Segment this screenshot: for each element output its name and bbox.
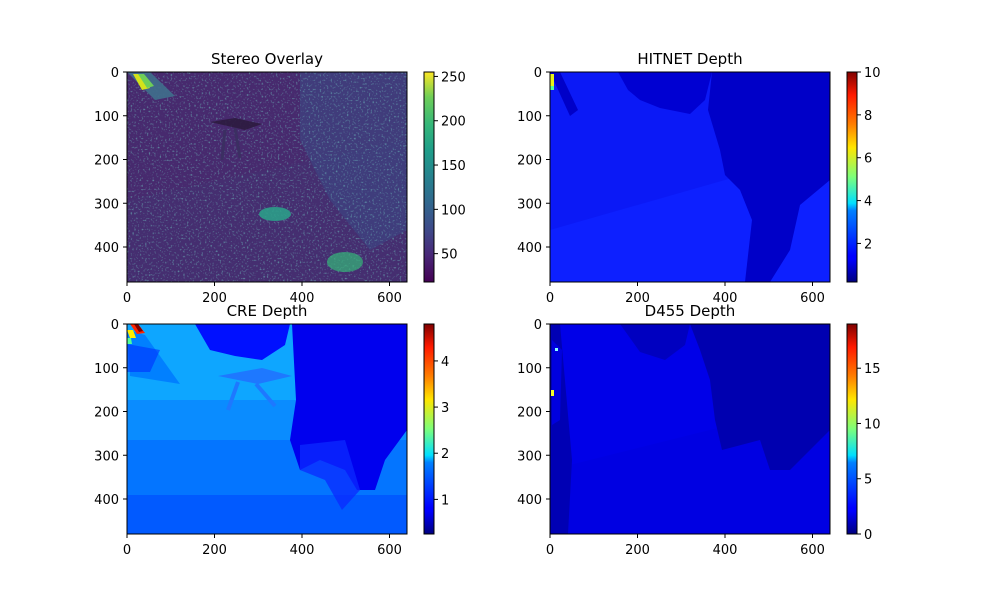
colorbar-gradient [423,323,435,535]
colorbar-tick-label: 2 [441,447,449,462]
y-tick-label: 400 [94,493,119,508]
x-tick-label: 600 [377,543,402,558]
y-tick-label: 200 [517,154,542,169]
colorbar-gradient [423,71,435,283]
y-tick-label: 200 [94,154,119,169]
x-tick-label: 0 [546,543,554,558]
y-axis: 0 100 200 300 400 [517,66,550,256]
y-axis: 0 100 200 300 400 [94,66,127,256]
y-tick-label: 0 [534,318,542,333]
colorbar-gradient [846,323,858,535]
colorbar: 0 5 10 15 [846,323,881,543]
colorbar-tick-label: 100 [441,203,466,218]
x-tick-label: 600 [800,543,825,558]
y-tick-label: 200 [517,406,542,421]
y-tick-label: 100 [517,110,542,125]
panel-stereo-overlay: Stereo Overlay 0 200 400 600 [94,50,466,306]
x-tick-label: 400 [713,291,738,306]
axes-frame [549,323,831,535]
y-tick-label: 0 [534,66,542,81]
colorbar-tick-label: 2 [864,237,872,252]
heatmap-image [127,72,407,282]
x-axis: 0 200 400 600 [123,282,402,306]
y-tick-label: 300 [94,449,119,464]
x-tick-label: 0 [546,291,554,306]
x-tick-label: 200 [625,291,650,306]
colorbar: 1 2 3 4 [423,323,449,535]
x-tick-label: 0 [123,543,131,558]
y-tick-label: 200 [94,406,119,421]
colorbar: 50 100 150 200 250 [423,70,466,283]
x-axis: 0 200 400 600 [546,534,825,558]
panel-d455-depth: D455 Depth 0 200 400 600 [517,302,880,558]
colorbar: 2 4 6 8 10 [846,66,881,283]
panel-title: HITNET Depth [637,50,742,68]
colorbar-tick-label: 50 [441,248,458,263]
colorbar-tick-label: 8 [864,109,872,124]
colorbar-tick-label: 4 [864,195,872,210]
colorbar-tick-label: 4 [441,355,449,370]
x-tick-label: 600 [377,291,402,306]
colorbar-tick-label: 10 [864,66,881,81]
x-tick-label: 400 [713,543,738,558]
x-axis: 0 200 400 600 [123,534,402,558]
y-tick-label: 300 [94,197,119,212]
heatmap-image [127,324,407,534]
y-tick-label: 0 [111,318,119,333]
y-tick-label: 100 [94,362,119,377]
colorbar-tick-label: 1 [441,493,449,508]
y-tick-label: 0 [111,66,119,81]
colorbar-tick-label: 10 [864,417,881,432]
panel-cre-depth: CRE Depth 0 200 400 600 [94,302,449,558]
colorbar-tick-label: 15 [864,362,881,377]
heatmap-image [550,324,830,534]
colorbar-tick-label: 5 [864,473,872,488]
colorbar-tick-label: 6 [864,152,872,167]
colorbar-tick-label: 0 [864,528,872,543]
x-tick-label: 600 [800,291,825,306]
colorbar-tick-label: 200 [441,115,466,130]
panel-title: CRE Depth [227,302,308,320]
heatmap-image [550,72,830,282]
x-tick-label: 200 [202,543,227,558]
y-tick-label: 100 [517,362,542,377]
y-axis: 0 100 200 300 400 [517,318,550,508]
x-tick-label: 200 [202,291,227,306]
y-tick-label: 400 [517,241,542,256]
x-tick-label: 0 [123,291,131,306]
axes-frame [126,323,408,535]
x-tick-label: 400 [290,291,315,306]
axes-frame [549,71,831,283]
y-tick-label: 400 [517,493,542,508]
panel-title: Stereo Overlay [211,50,323,68]
y-tick-label: 400 [94,241,119,256]
panel-title: D455 Depth [645,302,736,320]
axes-frame [126,71,408,283]
panel-hitnet-depth: HITNET Depth 0 200 400 600 0 [517,50,880,306]
y-tick-label: 300 [517,449,542,464]
y-tick-label: 100 [94,110,119,125]
x-tick-label: 200 [625,543,650,558]
colorbar-tick-label: 3 [441,401,449,416]
x-axis: 0 200 400 600 [546,282,825,306]
y-axis: 0 100 200 300 400 [94,318,127,508]
colorbar-tick-label: 150 [441,159,466,174]
x-tick-label: 400 [290,543,315,558]
colorbar-gradient [846,71,858,283]
colorbar-tick-label: 250 [441,70,466,85]
y-tick-label: 300 [517,197,542,212]
